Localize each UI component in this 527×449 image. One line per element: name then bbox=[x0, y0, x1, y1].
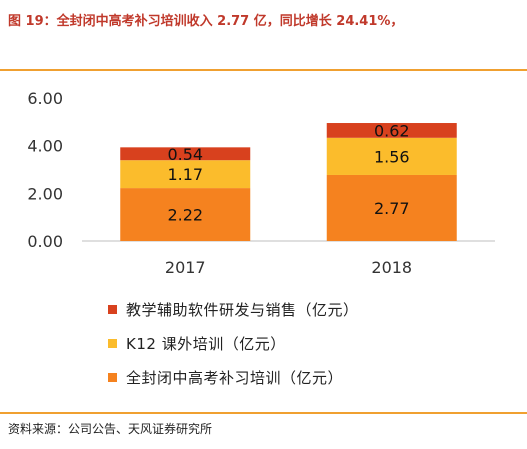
bar-segment bbox=[120, 188, 251, 241]
legend-swatch-k12 bbox=[108, 338, 117, 348]
bar-segment bbox=[120, 160, 251, 189]
bottom-divider bbox=[0, 412, 527, 414]
data-label: 1.17 bbox=[167, 165, 203, 184]
source-note: 资料来源：公司公告、天风证券研究所 bbox=[8, 422, 213, 436]
y-tick-label: 0.00 bbox=[27, 232, 63, 251]
y-tick-label: 6.00 bbox=[27, 89, 63, 108]
stacked-bar-chart: 0.00 2.00 4.00 6.00 2.22 1.170.54 2017 2.77 1.56… bbox=[27, 89, 495, 277]
legend-item-software: 教学辅助软件研发与销售（亿元） bbox=[108, 292, 359, 326]
data-label: 2.77 bbox=[374, 199, 410, 218]
figure-title: 图 19：全封闭中高考补习培训收入 2.77 亿，同比增长 24.41%， bbox=[8, 14, 404, 29]
data-label: 0.62 bbox=[374, 121, 410, 140]
legend-item-k12: K12 课外培训（亿元） bbox=[108, 326, 359, 360]
legend-swatch-software bbox=[108, 304, 117, 314]
legend-item-boarding: 全封闭中高考补习培训（亿元） bbox=[108, 360, 359, 394]
bar-segment bbox=[120, 147, 251, 161]
bar-segment bbox=[326, 123, 457, 138]
top-divider bbox=[0, 69, 527, 71]
y-tick-label: 4.00 bbox=[27, 137, 63, 156]
legend-label-boarding: 全封闭中高考补习培训（亿元） bbox=[126, 368, 344, 387]
legend-swatch-boarding bbox=[108, 372, 117, 382]
legend-label-software: 教学辅助软件研发与销售（亿元） bbox=[126, 300, 359, 319]
bar-segment bbox=[326, 137, 457, 175]
data-label: 2.22 bbox=[167, 206, 203, 225]
data-label: 0.54 bbox=[167, 145, 203, 164]
chart-legend: 教学辅助软件研发与销售（亿元） K12 课外培训（亿元） 全封闭中高考补习培训（… bbox=[108, 292, 359, 394]
y-tick-label: 2.00 bbox=[27, 184, 63, 203]
x-tick-label: 2018 bbox=[371, 258, 412, 277]
data-label: 1.56 bbox=[374, 147, 410, 166]
legend-label-k12: K12 课外培训（亿元） bbox=[126, 334, 286, 353]
bar-segment bbox=[326, 174, 457, 241]
x-tick-label: 2017 bbox=[165, 258, 206, 277]
